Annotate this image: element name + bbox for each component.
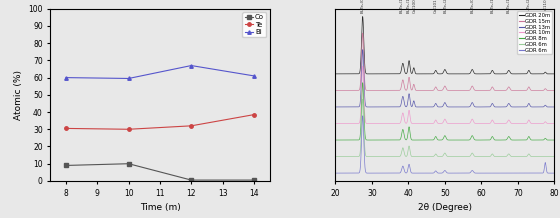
Text: Co(100): Co(100) [413, 0, 417, 13]
Text: Bi₂Te₃(2115): Bi₂Te₃(2115) [527, 0, 531, 13]
Bi [188, 64, 195, 67]
X-axis label: Time (m): Time (m) [139, 203, 180, 212]
Text: Co(101): Co(101) [433, 0, 438, 13]
Legend: GDR 20m, GDR 15m, GDR 13m, GDR 10m, GDR 8m, GDR 6m, GDR 6m: GDR 20m, GDR 15m, GDR 13m, GDR 10m, GDR … [517, 11, 552, 54]
Line: Te: Te [64, 113, 255, 131]
Co [63, 164, 69, 167]
Te [125, 128, 132, 131]
Co [188, 179, 195, 181]
Te [188, 124, 195, 127]
Co [250, 179, 257, 181]
Bi [125, 77, 132, 80]
Te [250, 113, 257, 116]
X-axis label: 2θ (Degree): 2θ (Degree) [418, 203, 472, 212]
Bi [250, 75, 257, 77]
Text: Bi₂Te₃(205): Bi₂Te₃(205) [444, 0, 447, 13]
Bi [63, 76, 69, 79]
Text: Bi₂Te₃(125): Bi₂Te₃(125) [507, 0, 511, 13]
Y-axis label: Atomic (%): Atomic (%) [13, 70, 23, 120]
Text: Bi₂Te₃(1010): Bi₂Te₃(1010) [400, 0, 404, 13]
Text: Bi₂Te₃(0210): Bi₂Te₃(0210) [470, 0, 474, 13]
Line: Co: Co [64, 162, 255, 182]
Te [63, 127, 69, 130]
Text: Co(110): Co(110) [543, 0, 547, 13]
Text: Bi₂Te₃(113): Bi₂Te₃(113) [407, 0, 410, 13]
Legend: Co, Te, Bi: Co, Te, Bi [242, 12, 266, 37]
Line: Bi: Bi [64, 64, 255, 80]
Text: Bi₂Te₃(015): Bi₂Te₃(015) [361, 0, 365, 13]
Text: Bi₂Te₃(1115): Bi₂Te₃(1115) [491, 0, 494, 13]
Co [125, 162, 132, 165]
